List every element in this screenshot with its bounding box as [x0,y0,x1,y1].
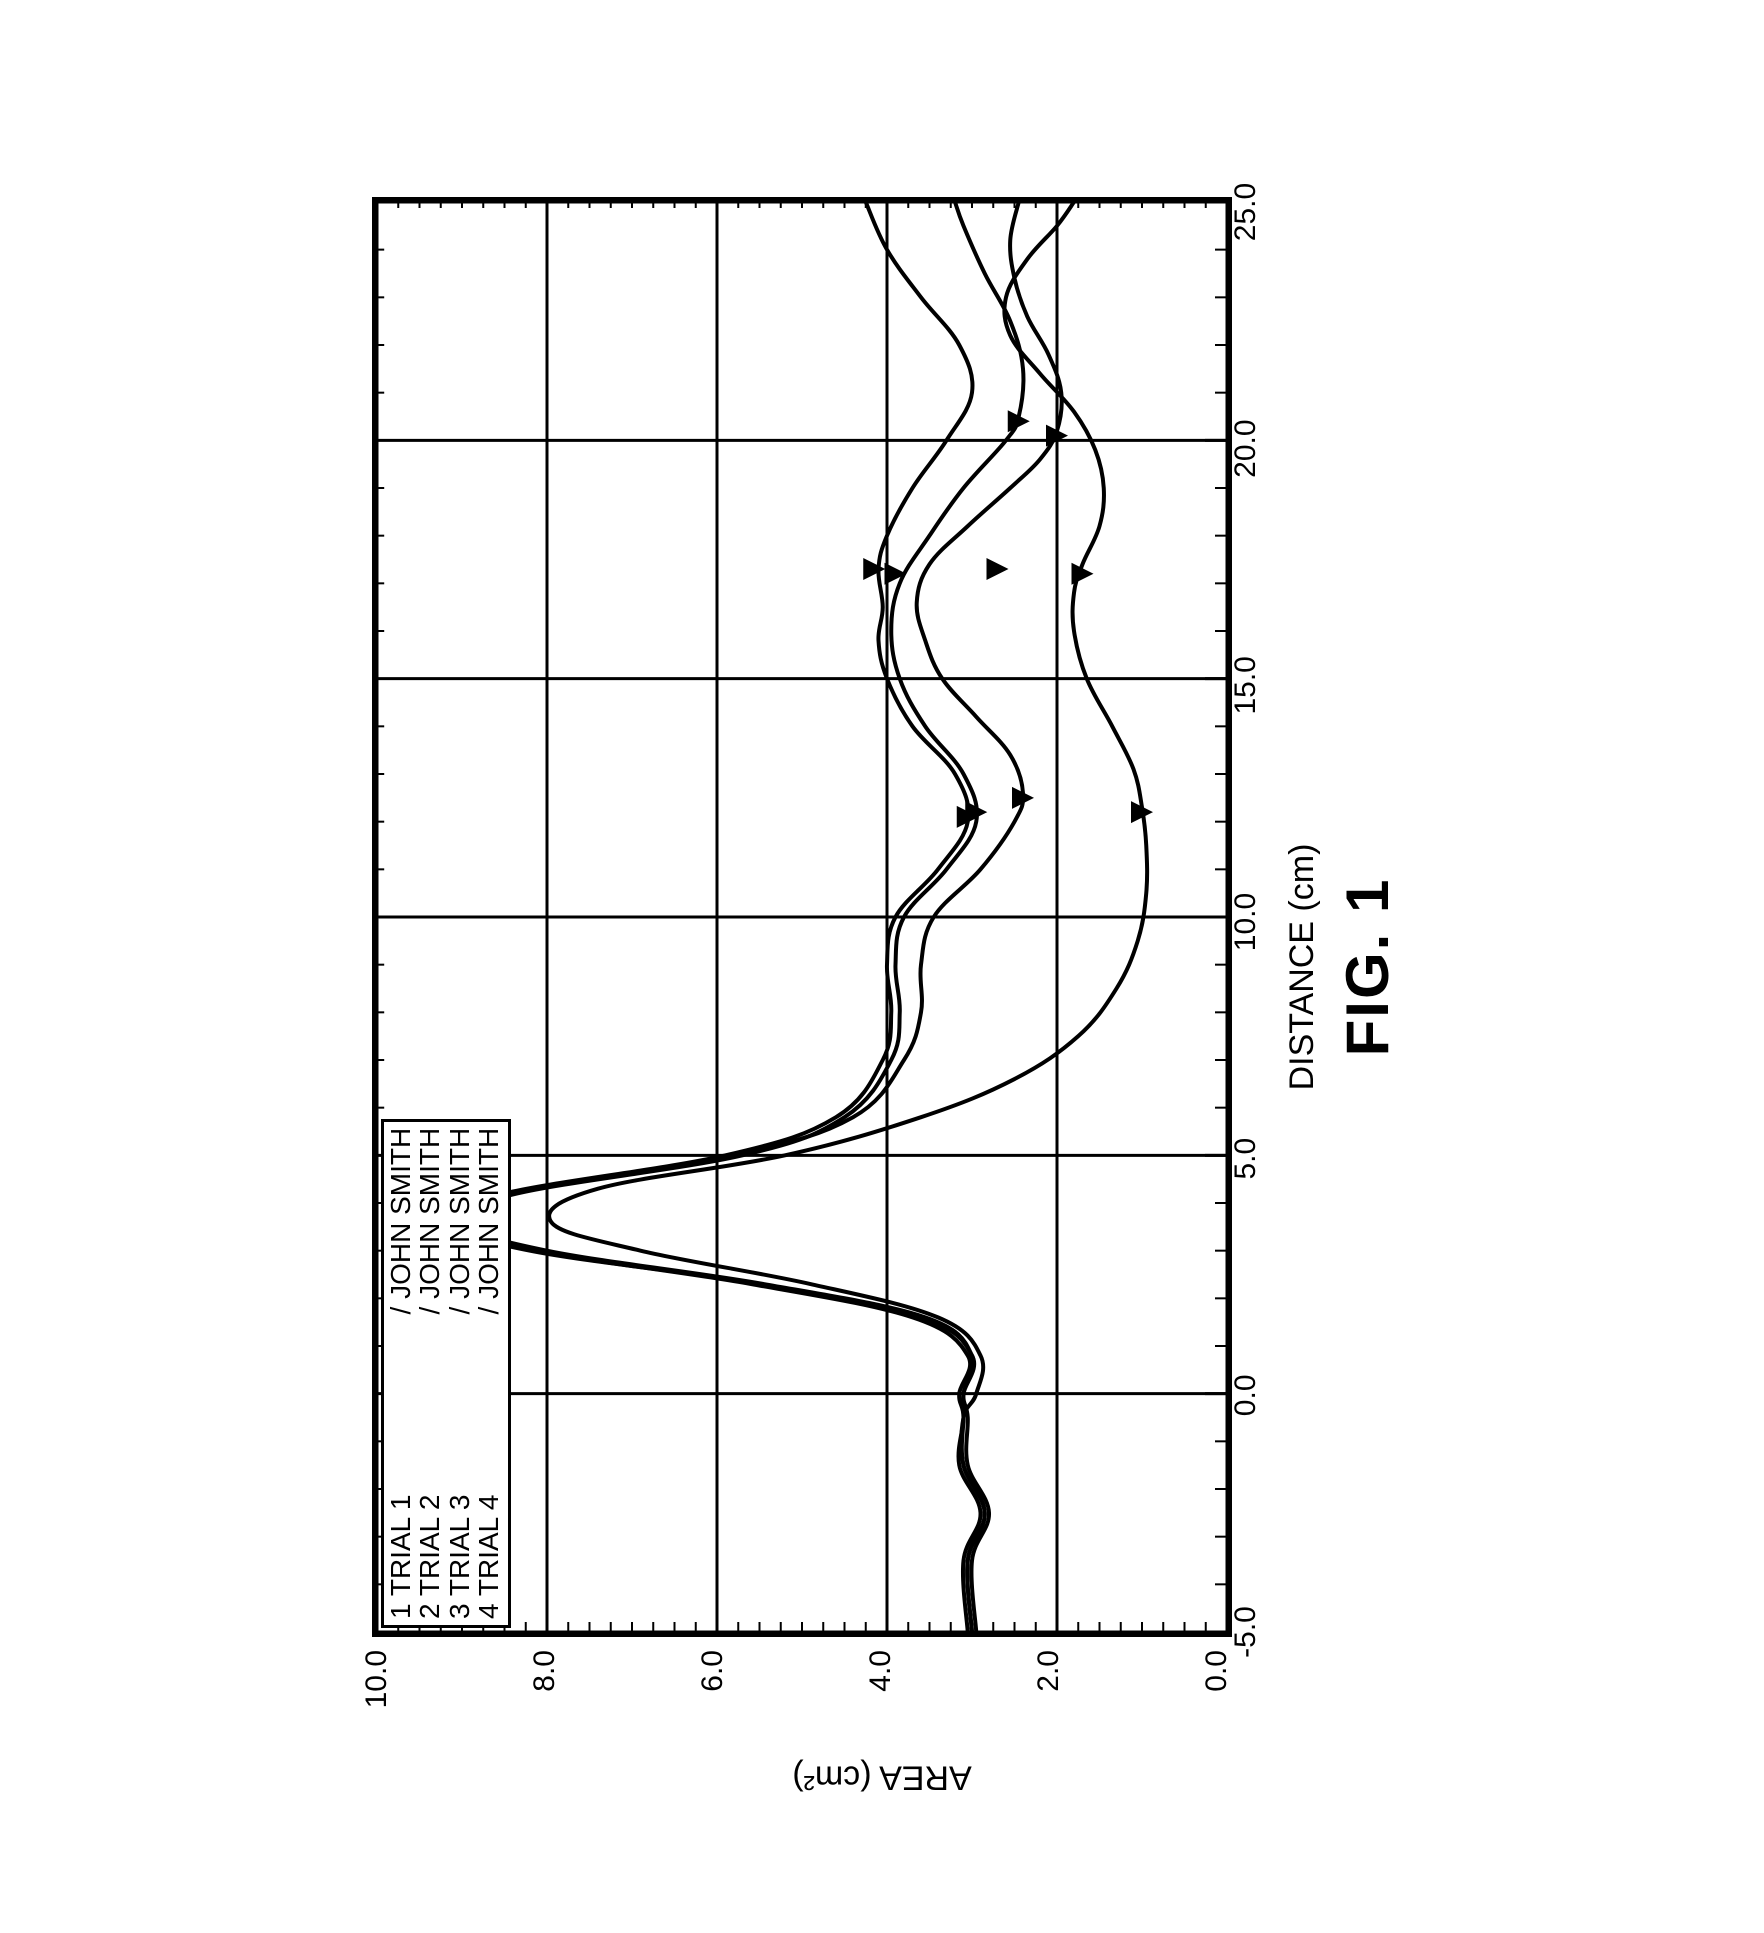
y-tick-label: 2.0 [1032,1650,1066,1692]
y-tick-label: 4.0 [864,1650,898,1692]
marker-trial1 [863,558,885,580]
legend-right: / JOHN SMITH [415,1127,444,1314]
legend-row: 3 TRIAL 3 / JOHN SMITH [445,1127,474,1618]
marker-trial3 [987,558,1009,580]
y-tick-label: 10.0 [360,1650,394,1708]
legend-left: 1 TRIAL 1 [386,1494,415,1619]
x-axis-label: DISTANCE (cm) [1283,843,1322,1090]
legend-row: 1 TRIAL 1 / JOHN SMITH [386,1127,415,1618]
y-tick-label: 6.0 [696,1650,730,1692]
legend-left: 3 TRIAL 3 [445,1494,474,1619]
series-markers [863,410,1153,828]
legend-left: 4 TRIAL 4 [474,1494,503,1619]
x-tick-label: -5.0 [1229,1606,1263,1658]
x-tick-label: 15.0 [1229,656,1263,714]
legend-right: / JOHN SMITH [445,1127,474,1314]
x-tick-label: 10.0 [1229,892,1263,950]
plot-area: 1 TRIAL 1 / JOHN SMITH 2 TRIAL 2 / JOHN … [372,197,1232,1637]
legend-right: / JOHN SMITH [474,1127,503,1314]
legend-box: 1 TRIAL 1 / JOHN SMITH 2 TRIAL 2 / JOHN … [381,1118,511,1627]
legend-row: 4 TRIAL 4 / JOHN SMITH [474,1127,503,1618]
x-tick-label: 25.0 [1229,182,1263,240]
y-axis-label: AREA (cm²) [792,1757,971,1796]
x-tick-label: 0.0 [1229,1374,1263,1416]
marker-trial2 [885,562,907,584]
figure-caption: FIG. 1 [1333,877,1402,1056]
y-tick-label: 8.0 [528,1650,562,1692]
x-tick-label: 20.0 [1229,419,1263,477]
legend-left: 2 TRIAL 2 [415,1494,444,1619]
figure: AREA (cm²) 1 TRIAL 1 / JOHN SMITH 2 TRIA [332,117,1432,1817]
page: AREA (cm²) 1 TRIAL 1 / JOHN SMITH 2 TRIA [0,0,1764,1933]
legend-right: / JOHN SMITH [386,1127,415,1314]
y-tick-label: 0.0 [1200,1650,1234,1692]
rotation-wrapper: AREA (cm²) 1 TRIAL 1 / JOHN SMITH 2 TRIA [332,117,1432,1817]
x-tick-label: 5.0 [1229,1137,1263,1179]
legend-row: 2 TRIAL 2 / JOHN SMITH [415,1127,444,1618]
